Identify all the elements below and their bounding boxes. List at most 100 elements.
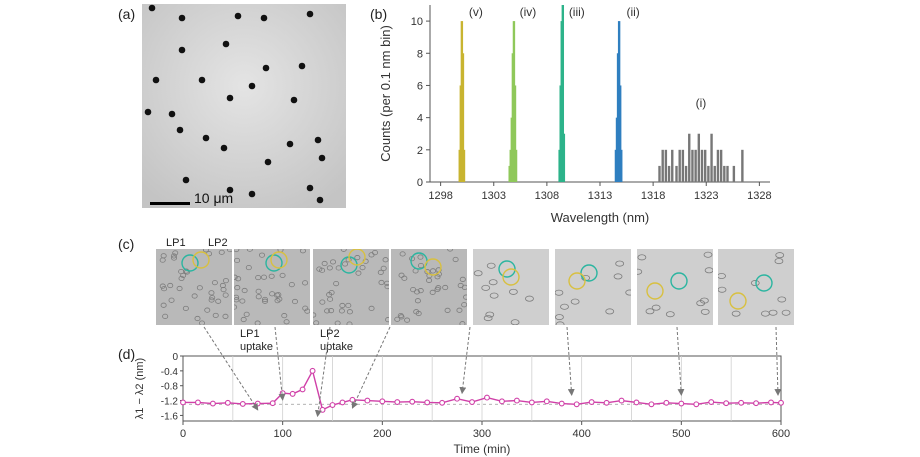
cell-outline xyxy=(222,278,229,284)
histogram-bar xyxy=(620,149,623,182)
particle-dot xyxy=(226,94,234,102)
cell-outline xyxy=(485,311,495,318)
histogram-x-tick-label: 1318 xyxy=(641,190,665,202)
cell-outline xyxy=(283,319,290,325)
histogram-bar xyxy=(732,165,736,182)
cell-outline xyxy=(299,249,306,254)
histogram-bar xyxy=(513,85,517,182)
cell-outline xyxy=(378,279,385,286)
particle-dot xyxy=(148,4,156,12)
cell-outline xyxy=(442,284,449,291)
laser-particle-marker xyxy=(729,292,747,310)
cell-outline xyxy=(615,260,625,267)
cell-outline xyxy=(488,279,498,286)
timeline-x-tick-label: 600 xyxy=(772,428,790,440)
timeline-data-point xyxy=(753,400,760,407)
cell-outline xyxy=(208,290,215,296)
timeline-data-point xyxy=(309,367,316,374)
cell-outline xyxy=(384,283,389,290)
timeline-data-point xyxy=(364,397,371,404)
particle-dot xyxy=(226,186,234,194)
particle-dot xyxy=(248,82,256,90)
histogram-bar xyxy=(713,165,716,182)
histogram-bar xyxy=(658,165,661,182)
cell-outline xyxy=(222,292,229,298)
cell-outline xyxy=(459,321,466,325)
timeline-data-point xyxy=(469,399,475,406)
cell-outline xyxy=(394,316,401,322)
cell-outline xyxy=(235,276,242,282)
cell-outline xyxy=(159,283,166,289)
cell-outline xyxy=(774,258,784,265)
timeline-data-point xyxy=(329,402,336,408)
timeline-data-point xyxy=(424,399,431,406)
histogram-bar xyxy=(741,149,744,182)
timeline-data-point xyxy=(269,400,276,407)
timeline-data-point xyxy=(778,399,784,406)
cell-outline xyxy=(226,249,232,253)
timeline-data-point xyxy=(498,398,505,405)
timeline-x-tick-label: 400 xyxy=(572,428,590,440)
timeline-data-point xyxy=(573,401,580,408)
cell-outline xyxy=(202,249,209,253)
cell-outline xyxy=(209,295,216,301)
cell-outline xyxy=(215,298,222,304)
cell-outline xyxy=(234,249,240,253)
timeline-data-point xyxy=(558,400,565,407)
cell-outline xyxy=(570,298,580,305)
laser-particle-marker xyxy=(755,274,773,292)
cell-outline xyxy=(434,274,441,280)
laser-particle-marker xyxy=(348,249,366,266)
cell-outline xyxy=(324,308,331,314)
cell-outline xyxy=(372,250,379,256)
particle-dot xyxy=(178,46,186,54)
histogram-bar xyxy=(681,149,685,182)
microscope-image-a: 10 μm xyxy=(142,4,346,208)
cell-outline xyxy=(417,262,424,269)
cell-outline xyxy=(613,273,623,280)
histogram-bar xyxy=(703,149,707,182)
particle-dot xyxy=(198,76,206,84)
cell-outline xyxy=(198,320,205,325)
cell-outline xyxy=(219,282,226,289)
cell-outline xyxy=(354,255,361,261)
cell-outline xyxy=(463,294,467,300)
cell-outline xyxy=(333,280,340,287)
cell-outline xyxy=(239,298,246,304)
histogram-bar xyxy=(462,149,466,182)
cell-outline xyxy=(382,257,389,263)
laser-particle-marker xyxy=(568,272,586,290)
timeline-data-point xyxy=(195,399,201,406)
histogram-x-tick-label: 1328 xyxy=(747,190,771,202)
cell-outline xyxy=(481,284,491,291)
cell-outline xyxy=(414,298,421,304)
histogram-y-label: Counts (per 0.1 nm bin) xyxy=(378,25,393,162)
timeline-data-point xyxy=(618,397,625,404)
cell-outline xyxy=(269,291,276,297)
timeline-data-point xyxy=(289,390,296,397)
laser-particle-marker xyxy=(670,272,688,290)
histogram-bar xyxy=(684,165,688,182)
cell-outline xyxy=(321,260,328,267)
histogram-series-label: (i) xyxy=(696,96,707,110)
cell-outline xyxy=(313,320,320,325)
particle-dot xyxy=(178,14,186,22)
cell-outline xyxy=(399,251,406,257)
particle-dot xyxy=(314,136,322,144)
histogram-bar xyxy=(661,149,664,182)
cell-outline xyxy=(234,274,238,280)
histogram-series-label: (iii) xyxy=(569,5,585,19)
panel-label-c: (c) xyxy=(118,236,135,252)
cell-outline xyxy=(413,289,420,295)
cell-outline xyxy=(255,294,262,300)
timeline-data-point xyxy=(180,399,186,406)
frame-to-timeline-arrow xyxy=(314,326,331,418)
micrograph-frame xyxy=(234,249,310,325)
cell-outline xyxy=(703,251,713,258)
micrograph-frame xyxy=(313,249,389,325)
timeline-data-point xyxy=(209,400,216,407)
cell-outline xyxy=(429,268,436,274)
cell-outline xyxy=(211,280,218,286)
cell-outline xyxy=(401,275,408,281)
frame-to-timeline-arrow xyxy=(203,326,259,411)
